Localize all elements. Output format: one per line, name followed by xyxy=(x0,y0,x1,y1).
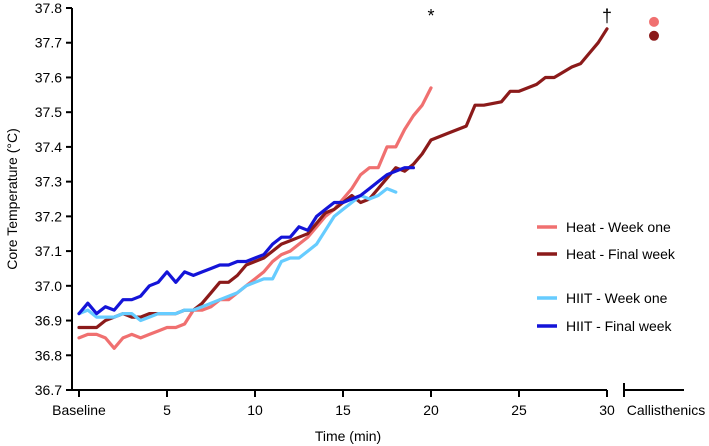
y-axis-title: Core Temperature (°C) xyxy=(4,128,20,270)
y-tick-label-36.8: 36.8 xyxy=(35,347,62,363)
callisthenics-point-heat-week-one xyxy=(649,16,659,27)
y-tick-label-37.0: 37.0 xyxy=(35,278,62,294)
y-tick-label-37.4: 37.4 xyxy=(35,139,62,155)
x-axis-title: Time (min) xyxy=(315,428,381,444)
legend-label-heat-final-week: Heat - Final week xyxy=(566,246,676,262)
y-tick-label-36.9: 36.9 xyxy=(35,313,62,329)
legend-label-hiit-final-week: HIIT - Final week xyxy=(566,318,673,334)
y-tick-label-36.7: 36.7 xyxy=(35,382,62,398)
legend-label-hiit-week-one: HIIT - Week one xyxy=(566,290,668,306)
y-ticks: 36.7 36.8 36.9 37.0 37.1 37.2 37.3 37.4 37.5 37.6… xyxy=(35,0,72,398)
legend-label-heat-week-one: Heat - Week one xyxy=(566,219,671,235)
y-tick-label-37.7: 37.7 xyxy=(35,35,62,51)
callisthenics-points xyxy=(649,16,659,41)
x-tick-label-10: 10 xyxy=(247,402,263,418)
annotations: * † xyxy=(427,6,612,26)
series-line-heat-week-one xyxy=(77,86,433,350)
y-tick-label-37.2: 37.2 xyxy=(35,208,62,224)
x-ticks: Baseline 5 10 15 20 25 30 xyxy=(52,390,615,418)
y-tick-label-37.6: 37.6 xyxy=(35,69,62,85)
series-line-hiit-final-week xyxy=(77,166,415,316)
x-tick-label-25: 25 xyxy=(511,402,527,418)
significance-asterisk: * xyxy=(427,6,434,26)
x-tick-label-20: 20 xyxy=(423,402,439,418)
x-tick-label-baseline: Baseline xyxy=(52,402,106,418)
y-tick-label-37.5: 37.5 xyxy=(35,104,62,120)
y-tick-label-37.1: 37.1 xyxy=(35,243,62,259)
y-tick-label-37.3: 37.3 xyxy=(35,174,62,190)
series-lines xyxy=(77,27,609,350)
x-tick-label-30: 30 xyxy=(599,402,615,418)
x-tick-label-15: 15 xyxy=(335,402,351,418)
callisthenics-label: Callisthenics xyxy=(627,402,706,418)
legend: Heat - Week one Heat - Final week HIIT -… xyxy=(537,219,676,334)
y-tick-label-37.8: 37.8 xyxy=(35,0,62,16)
x-tick-label-5: 5 xyxy=(163,402,171,418)
significance-dagger: † xyxy=(602,6,612,26)
callisthenics-point-heat-final-week xyxy=(649,30,659,41)
series-line-hiit-week-one xyxy=(77,187,398,323)
